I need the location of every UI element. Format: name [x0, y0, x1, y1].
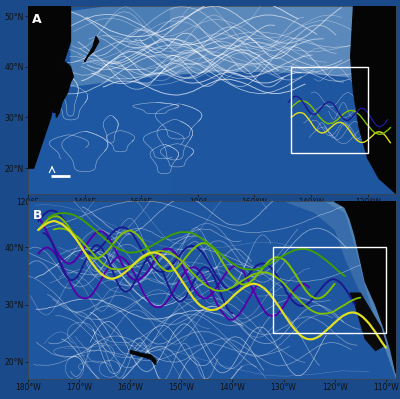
Polygon shape	[28, 6, 170, 194]
Polygon shape	[28, 6, 70, 168]
Polygon shape	[54, 97, 59, 113]
Polygon shape	[284, 201, 396, 379]
Polygon shape	[146, 356, 151, 358]
Polygon shape	[335, 201, 396, 373]
Polygon shape	[324, 201, 396, 379]
Text: B: B	[32, 209, 42, 221]
Polygon shape	[85, 36, 99, 62]
Polygon shape	[70, 6, 390, 87]
Bar	[273, 247, 386, 333]
Bar	[291, 67, 368, 153]
Text: A: A	[32, 14, 42, 26]
Polygon shape	[130, 350, 156, 365]
Polygon shape	[351, 6, 396, 194]
Polygon shape	[350, 293, 386, 350]
Polygon shape	[56, 62, 73, 117]
